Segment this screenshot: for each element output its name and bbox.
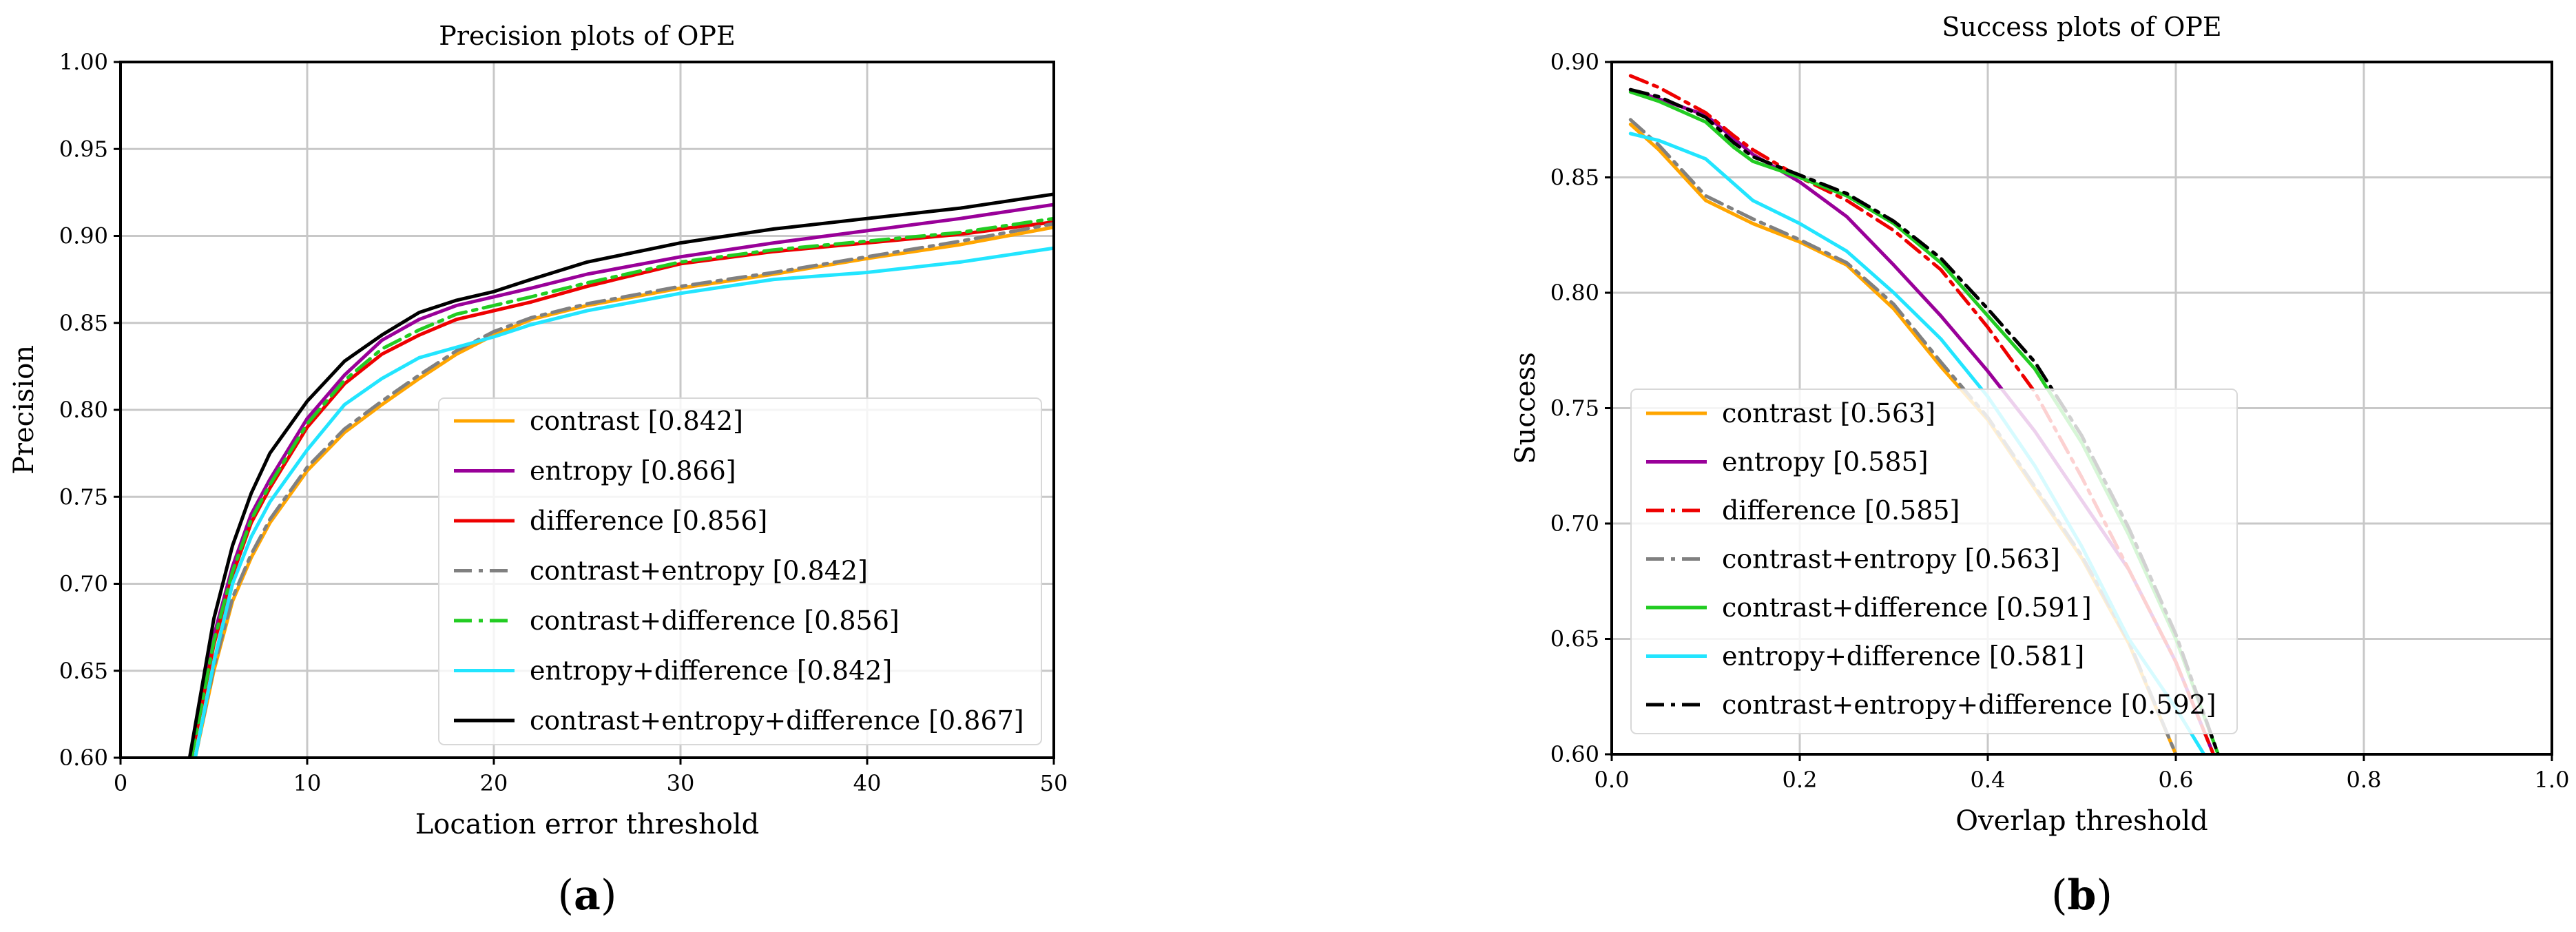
legend-frame <box>1630 389 2238 734</box>
y-tick-label: 0.60 <box>59 745 108 771</box>
y-tick-label: 0.85 <box>59 310 108 336</box>
panel-letter: b <box>2068 871 2097 920</box>
x-tick-label: 20 <box>480 770 508 796</box>
y-tick-label: 0.80 <box>1550 280 1599 306</box>
panel-label: (b) <box>2051 871 2112 920</box>
series-group <box>187 192 1054 758</box>
legend: contrast [0.563] entropy [0.585] differenc… <box>1630 389 2238 734</box>
x-tick-label: 40 <box>853 770 882 796</box>
y-tick-label: 0.75 <box>1550 395 1599 422</box>
series-line-2 <box>189 203 1054 758</box>
x-tick-label: 50 <box>1040 770 1068 796</box>
x-tick-label: 0.8 <box>2347 767 2382 793</box>
y-axis-label: Success <box>1510 352 1541 464</box>
legend-entry-6: entropy+difference [0.842] <box>530 656 892 686</box>
y-tick-label: 0.70 <box>1550 510 1599 537</box>
x-tick-label: 30 <box>667 770 695 796</box>
legend-entry-5: contrast+difference [0.856] <box>530 605 900 636</box>
x-tick-label: 0.4 <box>1971 767 2006 793</box>
success-chart: 0.0 0.2 0.4 0.6 0.8 1.0 0.60 0.65 0.70 0.75 0.80 0.… <box>1510 12 2569 920</box>
series-line-7 <box>187 192 1054 758</box>
x-tick-label: 0.0 <box>1595 767 1630 793</box>
y-tick-label: 0.90 <box>59 223 108 249</box>
legend-entry-7: contrast+entropy+difference [0.592] <box>1722 690 2216 720</box>
x-tick-label: 10 <box>293 770 322 796</box>
legend-frame <box>438 397 1042 745</box>
y-tick-label: 0.90 <box>1550 49 1599 75</box>
y-tick-label: 0.75 <box>59 484 108 510</box>
y-tick-label: 0.85 <box>1550 165 1599 191</box>
y-tick-label: 0.95 <box>59 136 108 162</box>
y-tick-label: 0.65 <box>59 658 108 684</box>
legend-entry-3: difference [0.856] <box>530 506 767 536</box>
x-tick-label: 0.6 <box>2159 767 2194 793</box>
series-line-4 <box>193 222 1054 758</box>
precision-chart: 0 10 20 30 40 50 0.60 0.65 0.70 0.75 0.80 0.85 0.90 0… <box>8 21 1068 920</box>
legend-entry-7: contrast+entropy+difference [0.867] <box>530 705 1024 736</box>
legend-entry-1: contrast [0.842] <box>530 406 743 436</box>
chart-title: Precision plots of OPE <box>439 21 735 51</box>
panel-letter: a <box>574 871 601 920</box>
x-tick-label: 1.0 <box>2535 767 2570 793</box>
legend-entry-3: difference [0.585] <box>1722 495 1960 526</box>
y-tick-label: 0.80 <box>59 397 108 423</box>
legend-entry-4: contrast+entropy [0.563] <box>1722 544 2060 574</box>
series-line-5 <box>189 216 1054 758</box>
legend-entry-5: contrast+difference [0.591] <box>1722 592 2092 623</box>
x-axis-label: Location error threshold <box>415 809 760 840</box>
y-tick-label: 0.65 <box>1550 626 1599 652</box>
panel-label: (a) <box>558 871 617 920</box>
x-tick-label: 0 <box>114 770 127 796</box>
legend-entry-6: entropy+difference [0.581] <box>1722 641 2084 672</box>
legend-entry-2: entropy [0.866] <box>530 456 736 486</box>
x-axis-label: Overlap threshold <box>1955 805 2208 837</box>
y-tick-label: 0.70 <box>59 571 108 597</box>
y-axis-label: Precision <box>8 345 40 475</box>
chart-title: Success plots of OPE <box>1942 12 2221 42</box>
legend-entry-2: entropy [0.585] <box>1722 447 1929 477</box>
legend-entry-1: contrast [0.563] <box>1722 398 1935 428</box>
y-tick-label: 1.00 <box>59 49 108 75</box>
x-tick-label: 0.2 <box>1783 767 1818 793</box>
legend-entry-4: contrast+entropy [0.842] <box>530 556 868 586</box>
series-line-4 <box>1628 118 2178 754</box>
series-line-6 <box>193 246 1054 758</box>
legend: contrast [0.842] entropy [0.866] differenc… <box>438 397 1042 745</box>
y-tick-label: 0.60 <box>1550 741 1599 767</box>
